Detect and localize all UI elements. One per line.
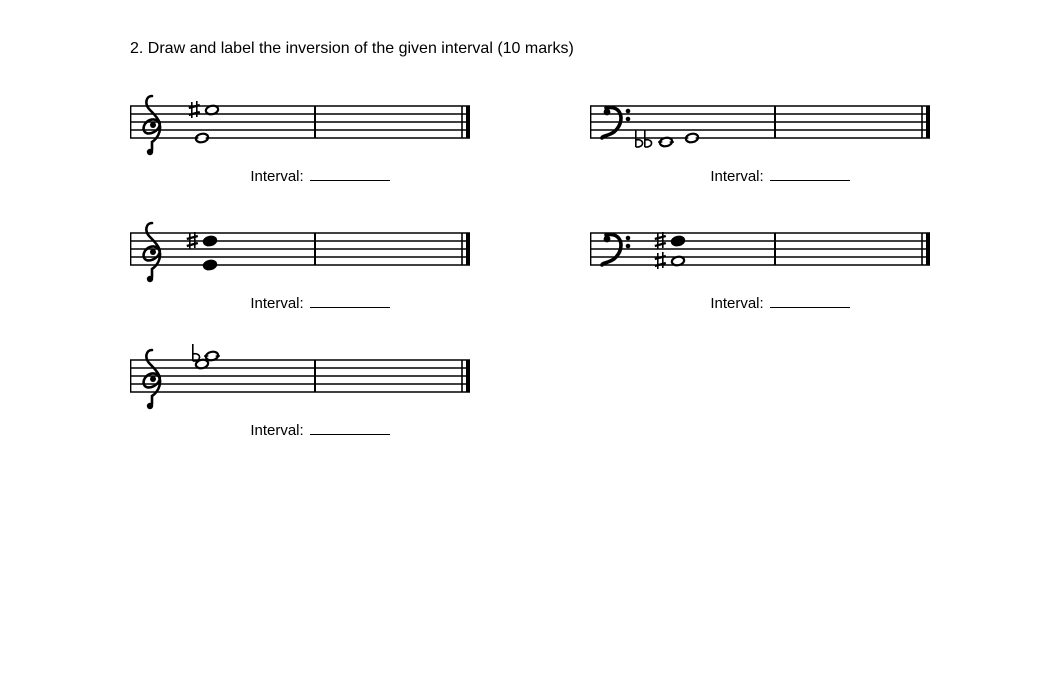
interval-label: Interval:: [710, 295, 763, 312]
music-staff: [590, 215, 930, 285]
interval-label: Interval:: [250, 422, 303, 439]
exercise: Interval:: [130, 342, 470, 439]
music-staff: [130, 88, 470, 158]
exercise: Interval:: [590, 88, 930, 185]
exercise-row: Interval: Interval:: [130, 215, 1030, 312]
interval-label-line: Interval:: [590, 293, 930, 312]
interval-label: Interval:: [710, 168, 763, 185]
answer-blank[interactable]: [310, 166, 390, 181]
interval-label-line: Interval:: [130, 293, 470, 312]
answer-blank[interactable]: [310, 420, 390, 435]
exercise-row: Interval: Interval:: [130, 88, 1030, 185]
interval-label-line: Interval:: [590, 166, 930, 185]
answer-blank[interactable]: [310, 293, 390, 308]
music-staff: [130, 215, 470, 285]
interval-label-line: Interval:: [130, 166, 470, 185]
exercise-row: Interval:: [130, 342, 1030, 439]
music-staff: [590, 88, 930, 158]
music-staff: [130, 342, 470, 412]
interval-label-line: Interval:: [130, 420, 470, 439]
exercise-grid: Interval:Interval:Interval:Interval:Inte…: [130, 88, 1030, 439]
exercise: Interval:: [130, 88, 470, 185]
exercise: Interval:: [130, 215, 470, 312]
instruction-text: 2. Draw and label the inversion of the g…: [130, 40, 1030, 58]
answer-blank[interactable]: [770, 293, 850, 308]
exercise: Interval:: [590, 215, 930, 312]
interval-label: Interval:: [250, 295, 303, 312]
answer-blank[interactable]: [770, 166, 850, 181]
interval-label: Interval:: [250, 168, 303, 185]
